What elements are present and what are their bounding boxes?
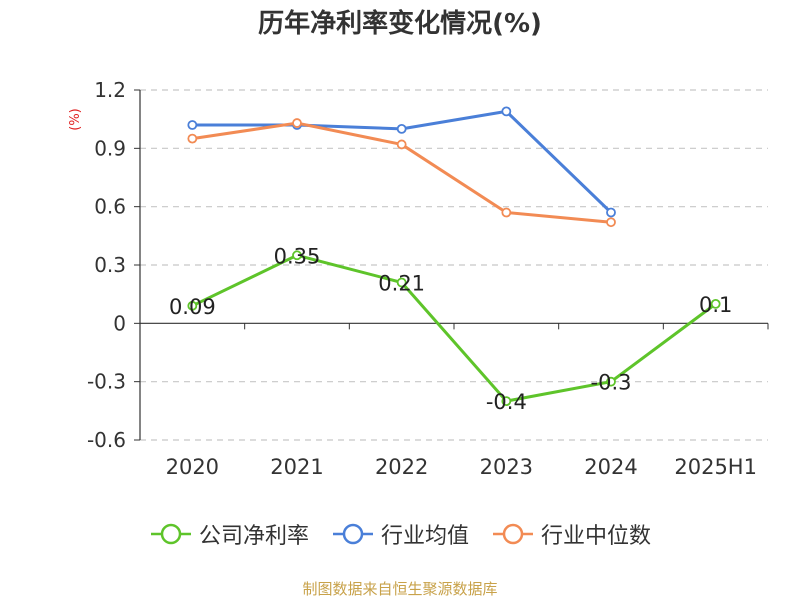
x-tick-label: 2020	[166, 455, 219, 479]
data-source-note: 制图数据来自恒生聚源数据库	[302, 580, 498, 598]
data-label: 0.35	[274, 244, 321, 268]
grid-lines	[140, 89, 768, 441]
data-point	[187, 120, 198, 130]
series-lines	[187, 106, 721, 407]
data-label: -0.4	[486, 390, 527, 414]
x-tick-label: 2021	[270, 455, 323, 479]
x-tick-label: 2025H1	[674, 455, 757, 479]
series-line	[192, 121, 612, 224]
y-tick-label: 0.6	[94, 195, 126, 219]
legend-item: 行业均值	[331, 518, 469, 550]
series-line	[191, 253, 717, 403]
x-tick-label: 2022	[375, 455, 428, 479]
legend-item: 行业中位数	[491, 518, 651, 550]
y-tick-label: 0.9	[94, 136, 126, 160]
legend-label: 行业中位数	[541, 524, 652, 549]
data-point	[187, 300, 198, 311]
series-0	[187, 250, 721, 407]
legend: 公司净利率 行业均值 行业中位数	[0, 518, 800, 550]
y-tick-label: 1.2	[94, 78, 126, 102]
data-point	[606, 207, 616, 218]
legend-marker-icon	[150, 523, 191, 545]
legend-marker-icon	[332, 523, 373, 545]
data-point	[710, 298, 721, 309]
data-point	[396, 139, 407, 150]
x-tick-label: 2024	[584, 455, 637, 479]
data-labels: 0.09 0.35 0.21 -0.4 -0.3 0.1	[169, 244, 732, 414]
data-point	[606, 217, 616, 228]
data-label: -0.3	[591, 371, 632, 395]
y-tick-label: 0.3	[94, 253, 126, 277]
data-label: 0.1	[699, 293, 732, 317]
series-2	[187, 118, 616, 228]
legend-item: 公司净利率	[149, 518, 309, 550]
data-label: 0.09	[169, 295, 216, 319]
data-label: 0.21	[378, 272, 425, 296]
data-point	[292, 118, 302, 128]
axes: -0.6 -0.3 0 0.3 0.6 0.9 1.2 2020 2021 2022 2023 202…	[87, 78, 769, 479]
y-tick-label: -0.3	[87, 370, 126, 394]
data-point	[501, 207, 512, 218]
y-tick-label: 0	[113, 311, 126, 335]
y-tick-label: -0.6	[87, 428, 126, 452]
legend-label: 行业均值	[380, 524, 469, 549]
data-point	[501, 106, 512, 117]
data-point	[187, 133, 198, 144]
x-tick-label: 2023	[480, 455, 533, 479]
data-point	[501, 396, 512, 407]
data-point	[396, 123, 407, 134]
chart-title: 历年净利率变化情况(%)	[258, 9, 542, 39]
data-point	[396, 277, 407, 288]
series-1	[187, 106, 616, 218]
data-point	[292, 250, 302, 261]
data-point	[606, 376, 616, 387]
legend-marker-icon	[493, 523, 533, 545]
legend-label: 公司净利率	[198, 524, 309, 549]
